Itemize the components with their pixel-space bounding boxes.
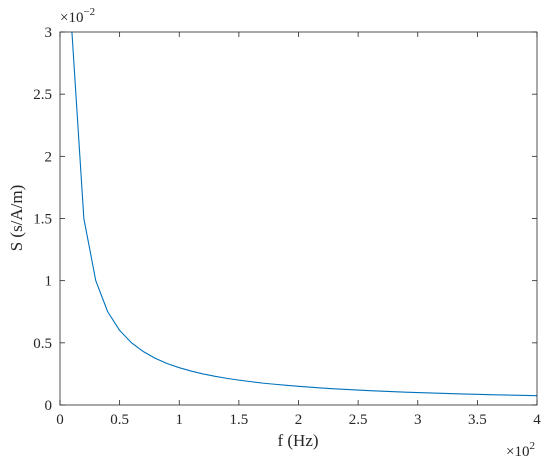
x-tick-label: 2 [295, 412, 303, 428]
y-tick-label: 2 [45, 149, 53, 165]
x-axis-exponent: ×102 [506, 440, 535, 460]
y-axis-label: S (s/A/m) [7, 185, 26, 252]
x-tick-label: 3.5 [468, 412, 487, 428]
x-tick-label: 4 [533, 412, 541, 428]
y-tick-label: 3 [45, 25, 53, 41]
x-tick-label: 1.5 [230, 412, 249, 428]
y-axis-exponent: ×10−2 [60, 6, 95, 26]
x-tick-label: 2.5 [349, 412, 368, 428]
x-exponent-power: 2 [529, 440, 535, 452]
y-tick-label: 0 [45, 398, 53, 414]
y-tick-label: 0.5 [33, 336, 52, 352]
y-tick-label: 1 [45, 274, 53, 290]
series-line-0 [71, 31, 538, 397]
x-tick-label: 0 [56, 412, 64, 428]
x-tick-label: 3 [414, 412, 422, 428]
x-tick-label: 1 [176, 412, 184, 428]
x-tick-label: 0.5 [110, 412, 129, 428]
x-axis-label: f (Hz) [277, 431, 318, 450]
y-tick-label: 1.5 [33, 212, 52, 228]
axis-ticks [59, 31, 538, 406]
y-exponent-base: ×10 [60, 10, 83, 26]
y-tick-label: 2.5 [33, 87, 52, 103]
y-exponent-power: −2 [83, 6, 95, 18]
axis-tick-labels: 0 0.5 1 1.5 2 2.5 3 3.5 4 0 0.5 1 1.5 2 2.5 3 [33, 25, 541, 428]
x-exponent-base: ×10 [506, 444, 529, 460]
